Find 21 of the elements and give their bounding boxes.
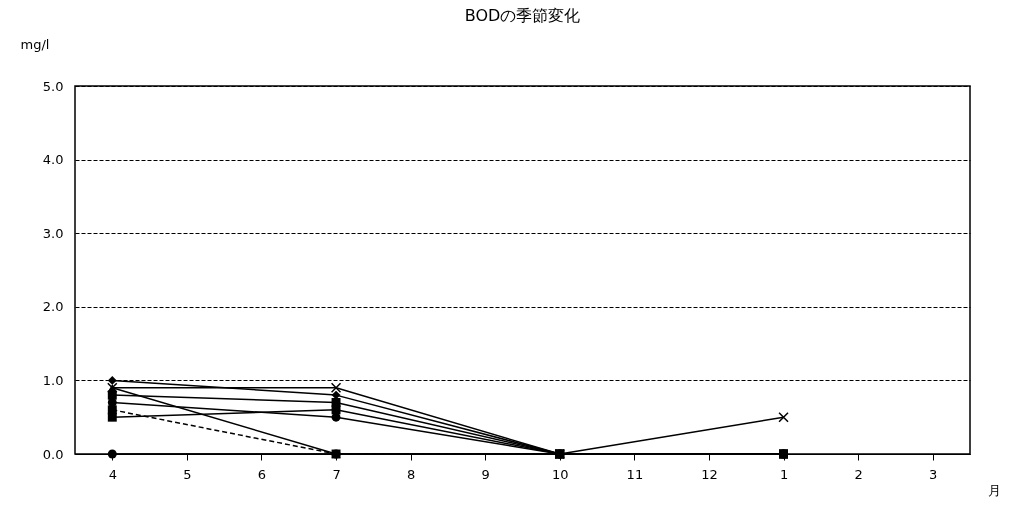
x-tick-label: 9 (481, 466, 490, 482)
y-axis-title: mg/l (20, 36, 50, 52)
y-tick-label: 3.0 (42, 225, 64, 241)
x-tick-label: 7 (332, 466, 341, 482)
x-tick-label: 4 (108, 466, 117, 482)
x-tick-label: 5 (183, 466, 192, 482)
x-tick-label: 1 (779, 466, 789, 482)
x-tick-label: 6 (257, 466, 267, 482)
y-tick-label: 2.0 (42, 299, 64, 315)
y-tick-label: 1.0 (42, 372, 64, 388)
x-tick-label: 12 (701, 466, 718, 482)
x-axis-title: 月 (987, 482, 1001, 498)
x-tick-label: 11 (626, 466, 644, 482)
y-tick-label: 5.0 (42, 78, 64, 94)
y-tick-label: 4.0 (42, 152, 64, 168)
x-tick-label: 8 (406, 466, 416, 482)
chart-title: BODの季節変化 (464, 6, 581, 25)
y-tick-label: 0.0 (42, 446, 64, 462)
x-tick-label: 2 (854, 466, 863, 482)
x-tick-label: 3 (929, 466, 938, 482)
x-tick-label: 10 (552, 466, 569, 482)
